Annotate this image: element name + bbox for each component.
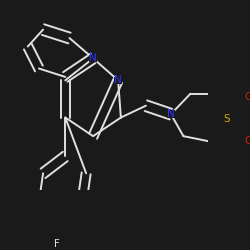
FancyBboxPatch shape: [53, 240, 61, 248]
Text: O: O: [244, 136, 250, 146]
FancyBboxPatch shape: [167, 110, 175, 118]
Text: N: N: [89, 53, 97, 63]
FancyBboxPatch shape: [89, 54, 97, 62]
FancyBboxPatch shape: [114, 76, 122, 84]
FancyBboxPatch shape: [223, 116, 230, 123]
Text: O: O: [244, 92, 250, 102]
Text: S: S: [223, 114, 230, 124]
Text: N: N: [114, 75, 122, 85]
Text: F: F: [54, 239, 60, 249]
FancyBboxPatch shape: [245, 138, 250, 145]
FancyBboxPatch shape: [245, 94, 250, 101]
Text: N: N: [167, 109, 175, 119]
